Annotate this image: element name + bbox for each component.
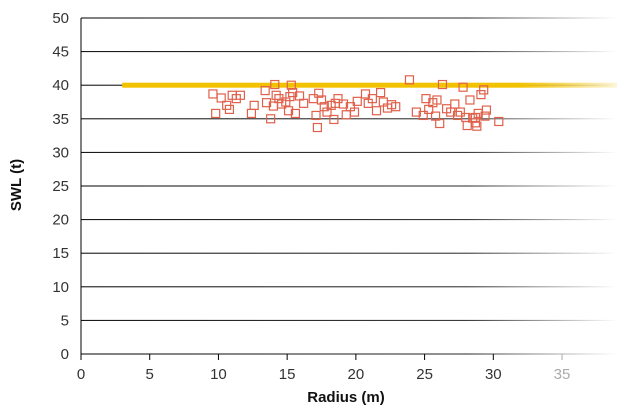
gridline-y-5	[81, 319, 617, 321]
data-point-0	[208, 89, 218, 99]
data-point-71	[470, 118, 481, 128]
y-tick-label-45: 45	[52, 44, 69, 61]
data-point-9	[249, 100, 259, 110]
data-point-19	[283, 106, 294, 116]
data-point-30	[316, 95, 327, 105]
data-point-74	[476, 90, 486, 100]
x-tick-label-5: 5	[146, 366, 154, 383]
data-points	[208, 75, 504, 133]
data-point-29	[314, 88, 324, 98]
data-point-77	[481, 105, 492, 115]
data-point-31	[319, 102, 329, 112]
data-point-38	[341, 110, 351, 120]
data-point-44	[367, 94, 377, 104]
x-tick-label-30: 30	[485, 366, 502, 383]
data-point-66	[458, 82, 468, 92]
y-tick-label-5: 5	[61, 312, 69, 329]
gridline-y-45	[81, 51, 617, 53]
data-point-22	[288, 87, 298, 98]
data-point-27	[311, 110, 321, 121]
data-point-7	[235, 90, 246, 100]
y-tick-label-35: 35	[52, 111, 69, 128]
y-tick-label-50: 50	[52, 10, 69, 27]
y-tick-label-10: 10	[52, 279, 69, 296]
data-point-10	[260, 85, 270, 96]
data-point-59	[435, 118, 445, 129]
y-tick-label-0: 0	[61, 346, 69, 363]
x-tick-label-20: 20	[348, 366, 365, 383]
y-tick-label-25: 25	[52, 178, 69, 195]
data-point-52	[411, 107, 421, 117]
gridline-y-20	[81, 219, 617, 221]
x-tick-label-10: 10	[210, 366, 227, 383]
data-point-45	[371, 106, 382, 116]
gridlines	[80, 17, 617, 360]
y-tick-label-40: 40	[52, 77, 69, 94]
data-point-28	[312, 122, 322, 133]
data-point-37	[338, 99, 349, 109]
data-point-76	[480, 111, 490, 121]
data-point-36	[333, 94, 343, 104]
reference-line-layer	[122, 82, 617, 88]
data-point-12	[266, 114, 276, 124]
x-tick-label-25: 25	[416, 366, 433, 383]
data-point-53	[418, 110, 428, 121]
data-point-2	[216, 93, 226, 103]
data-point-25	[299, 98, 309, 108]
data-point-69	[465, 95, 475, 105]
gridline-y-50	[81, 17, 617, 19]
data-point-16	[274, 94, 284, 104]
data-point-4	[224, 104, 235, 114]
data-point-34	[329, 114, 339, 125]
data-point-14	[270, 79, 280, 90]
gridline-y-10	[81, 286, 617, 288]
data-point-23	[290, 108, 300, 119]
y-tick-label-20: 20	[52, 212, 69, 229]
gridline-y-30	[81, 151, 617, 153]
data-point-75	[479, 85, 489, 95]
data-point-8	[246, 108, 257, 119]
data-point-46	[376, 87, 386, 98]
x-tick-label-35: 35	[554, 366, 571, 383]
gridline-y-15	[81, 252, 617, 254]
data-point-41	[352, 96, 362, 106]
data-point-78	[494, 116, 504, 127]
data-point-15	[271, 90, 281, 100]
gridline-y-0	[81, 353, 617, 355]
data-point-60	[437, 79, 448, 90]
x-tick-label-0: 0	[77, 366, 85, 383]
y-tick-label-30: 30	[52, 144, 69, 161]
data-point-51	[404, 75, 415, 85]
x-axis-title: Radius (m)	[307, 389, 385, 406]
data-point-11	[261, 98, 272, 108]
gridline-y-25	[81, 185, 617, 187]
data-point-40	[349, 107, 360, 117]
data-point-21	[286, 80, 296, 90]
data-point-50	[391, 102, 401, 112]
data-point-26	[308, 94, 318, 104]
x-tick-label-15: 15	[279, 366, 296, 383]
reference-line	[122, 82, 617, 88]
data-point-1	[211, 108, 221, 119]
data-point-42	[360, 89, 371, 99]
data-point-72	[472, 121, 482, 131]
data-point-65	[455, 107, 465, 117]
data-point-79	[470, 112, 481, 123]
y-axis-title: SWL (t)	[8, 159, 25, 211]
data-point-63	[450, 99, 460, 109]
y-tick-label-15: 15	[52, 245, 69, 262]
data-point-58	[432, 95, 442, 105]
tick-labels: 0 5 10 15 20 25 30 35 40 45 50 0 5 10 15 20 25 30 35	[52, 10, 570, 383]
